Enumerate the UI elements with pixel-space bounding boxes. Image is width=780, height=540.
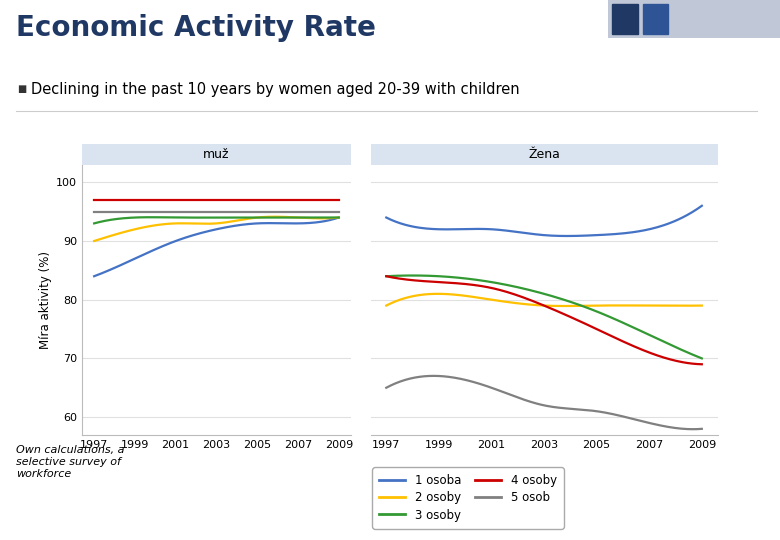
Bar <box>643 4 668 34</box>
Text: Žena: Žena <box>528 148 560 161</box>
Text: muž: muž <box>204 148 229 161</box>
Text: Declining in the past 10 years by women aged 20-39 with children: Declining in the past 10 years by women … <box>31 82 519 97</box>
Y-axis label: Míra aktivity (%): Míra aktivity (%) <box>39 251 52 349</box>
Bar <box>612 4 637 34</box>
Text: Economic Activity Rate: Economic Activity Rate <box>16 14 375 42</box>
Legend: 1 osoba, 2 osoby, 3 osoby, 4 osoby, 5 osob: 1 osoba, 2 osoby, 3 osoby, 4 osoby, 5 os… <box>372 467 564 529</box>
Text: ■: ■ <box>17 84 27 94</box>
Text: Own calculations, a
selective survey of
workforce: Own calculations, a selective survey of … <box>16 446 124 478</box>
